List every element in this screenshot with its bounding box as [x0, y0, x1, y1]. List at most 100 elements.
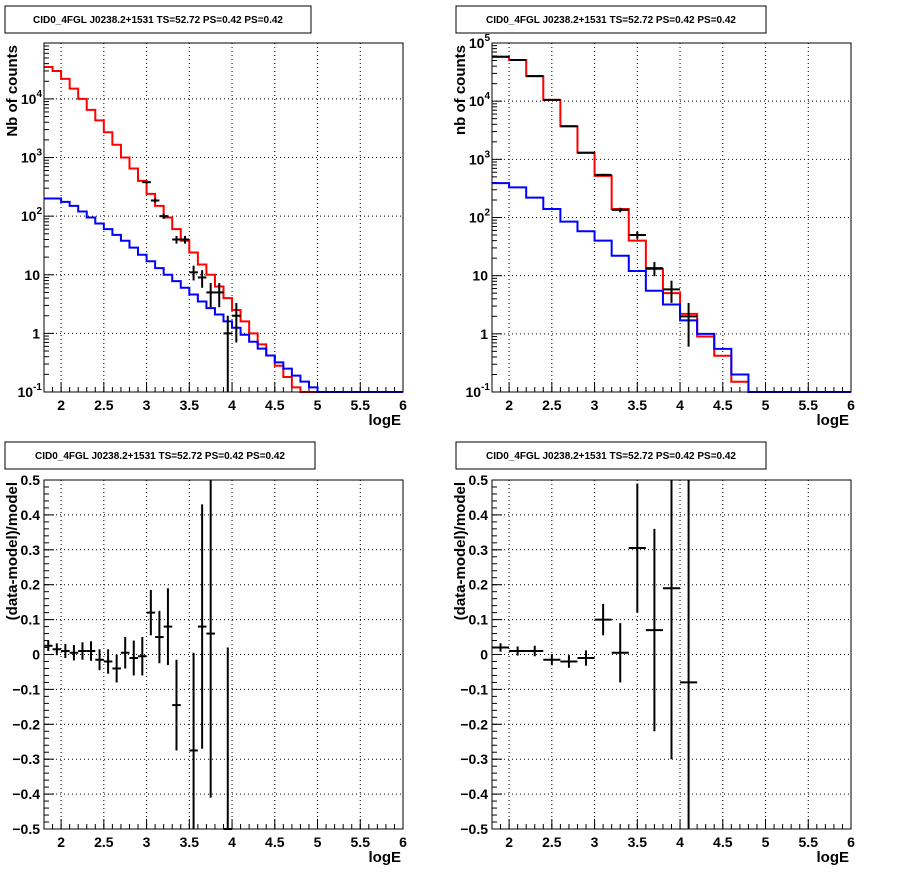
plot-frame	[43, 479, 404, 830]
y-tick-label: −0.4	[460, 786, 488, 802]
chart-title: CID0_4FGL J0238.2+1531 TS=52.72 PS=0.42 …	[35, 451, 285, 462]
y-tick-label: −0.2	[12, 716, 40, 732]
x-tick-label: 3	[143, 397, 151, 413]
x-tick-label: 2.5	[542, 834, 562, 850]
y-tick-label: 0	[32, 647, 40, 663]
y-tick-label: 103	[21, 148, 43, 166]
x-tick-label: 2.5	[94, 834, 114, 850]
data-point	[189, 652, 198, 829]
y-tick-label: 10-1	[466, 382, 491, 400]
y-tick-label: 102	[469, 208, 491, 226]
x-tick-label: 4	[676, 834, 684, 850]
data-point	[61, 644, 70, 658]
chart-title-box	[455, 5, 767, 34]
x-axis-label: logE	[817, 412, 850, 429]
data-point	[560, 655, 578, 668]
plot-frame	[491, 42, 852, 393]
y-tick-label: −0.1	[460, 681, 488, 697]
y-axis-label: Nb of counts	[4, 45, 21, 137]
chart-title: CID0_4FGL J0238.2+1531 TS=52.72 PS=0.42 …	[486, 451, 736, 462]
data-point	[159, 213, 168, 219]
data-point	[577, 650, 595, 666]
chart-panel-2: CID0_4FGL J0238.2+1531 TS=52.72 PS=0.42 …	[452, 5, 855, 429]
data-point	[95, 649, 104, 671]
data-point	[611, 623, 629, 683]
x-tick-label: 5.5	[351, 397, 371, 413]
y-tick-label: 0.2	[469, 577, 489, 593]
data-point	[142, 180, 151, 184]
x-tick-label: 5	[314, 834, 322, 850]
y-tick-label: 10	[24, 267, 40, 283]
chart-panel-1: CID0_4FGL J0238.2+1531 TS=52.72 PS=0.42 …	[4, 5, 407, 429]
data-point	[163, 588, 173, 665]
data-point	[645, 261, 663, 277]
x-tick-label: 4.5	[713, 834, 733, 850]
plot-frame	[43, 42, 404, 393]
y-tick-label: 0.1	[469, 612, 489, 628]
data-point	[189, 265, 198, 281]
data-point	[52, 643, 62, 656]
x-tick-label: 6	[399, 834, 407, 850]
x-tick-label: 4.5	[265, 834, 285, 850]
data-point	[577, 151, 595, 154]
x-tick-label: 5	[762, 834, 770, 850]
data-point	[662, 280, 681, 303]
data-point	[594, 173, 612, 176]
y-tick-label: 0.4	[469, 507, 489, 523]
data-point	[232, 302, 241, 343]
x-axis-label: logE	[817, 849, 850, 866]
data-point	[129, 640, 139, 676]
data-point	[214, 283, 224, 308]
y-tick-label: 0.2	[21, 577, 41, 593]
x-tick-label: 5.5	[351, 834, 371, 850]
x-tick-label: 2	[505, 397, 513, 413]
chart-title: CID0_4FGL J0238.2+1531 TS=52.72 PS=0.42 …	[486, 15, 736, 26]
data-point	[78, 642, 87, 660]
series-line-1	[44, 66, 403, 393]
y-tick-label: 0.4	[21, 507, 41, 523]
data-point	[560, 125, 578, 128]
x-tick-label: 3.5	[628, 397, 648, 413]
x-tick-label: 5.5	[799, 834, 819, 850]
data-point	[223, 647, 233, 830]
data-point	[146, 589, 156, 636]
data-point	[206, 283, 215, 308]
data-point	[662, 480, 681, 760]
data-point	[112, 654, 121, 683]
y-tick-label: −0.5	[12, 821, 40, 837]
data-point	[594, 603, 612, 636]
y-tick-label: 105	[469, 33, 491, 51]
data-point	[645, 528, 663, 732]
data-point	[611, 207, 629, 213]
x-tick-label: 2	[57, 834, 65, 850]
y-tick-label: 1	[480, 326, 488, 342]
plot-frame	[491, 479, 852, 830]
data-point	[197, 270, 207, 288]
chart-panel-4: CID0_4FGL J0238.2+1531 TS=52.72 PS=0.42 …	[452, 441, 855, 866]
data-point	[86, 641, 96, 661]
data-point	[197, 504, 207, 749]
y-tick-label: 103	[469, 149, 491, 167]
data-point	[172, 235, 181, 244]
data-point	[543, 654, 561, 666]
y-tick-label: 104	[469, 91, 491, 109]
data-point	[680, 480, 698, 829]
data-point	[526, 645, 544, 657]
y-tick-label: −0.4	[12, 786, 40, 802]
x-axis-label: logE	[369, 849, 402, 866]
y-tick-label: 0.3	[21, 542, 41, 558]
x-axis-label: logE	[369, 412, 402, 429]
x-tick-label: 3.5	[180, 834, 200, 850]
x-tick-label: 4	[676, 397, 684, 413]
series-line-2	[44, 197, 403, 393]
y-tick-label: 0.5	[21, 472, 41, 488]
data-point	[492, 643, 510, 652]
y-tick-label: −0.3	[460, 751, 488, 767]
data-point	[206, 480, 215, 798]
x-tick-label: 4.5	[265, 397, 285, 413]
x-tick-label: 5	[762, 397, 770, 413]
y-axis-label: (data-model)/model	[452, 482, 469, 620]
y-tick-label: −0.1	[12, 681, 40, 697]
data-point	[509, 646, 527, 656]
